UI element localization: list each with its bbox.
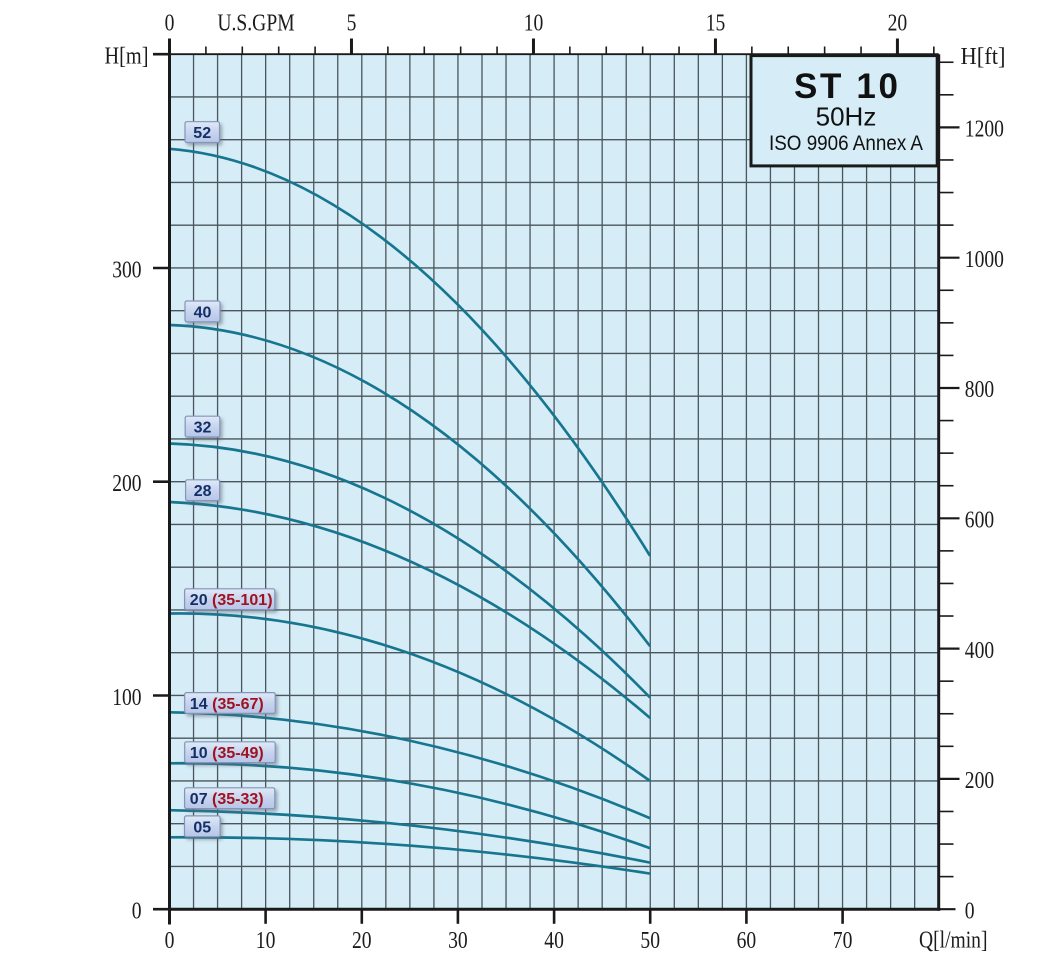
svg-text:ISO 9906 Annex A: ISO 9906 Annex A xyxy=(769,131,924,155)
svg-text:60: 60 xyxy=(737,928,757,954)
svg-text:0: 0 xyxy=(132,899,142,925)
svg-text:1200: 1200 xyxy=(965,117,1004,143)
svg-text:300: 300 xyxy=(112,257,141,283)
svg-text:32: 32 xyxy=(194,420,212,437)
svg-text:H[m]: H[m] xyxy=(105,44,149,70)
svg-text:600: 600 xyxy=(965,508,994,534)
svg-text:20: 20 xyxy=(888,11,908,37)
svg-text:ST 10: ST 10 xyxy=(794,67,898,106)
svg-text:100: 100 xyxy=(112,685,141,711)
svg-text:40: 40 xyxy=(544,928,564,954)
svg-text:200: 200 xyxy=(965,768,994,794)
svg-text:0: 0 xyxy=(165,11,175,37)
svg-text:20: 20 xyxy=(352,928,372,954)
svg-text:200: 200 xyxy=(112,471,141,497)
svg-text:5: 5 xyxy=(347,11,357,37)
svg-text:14 (35-67): 14 (35-67) xyxy=(190,696,264,713)
svg-text:20 (35-101): 20 (35-101) xyxy=(190,592,273,609)
svg-text:70: 70 xyxy=(833,928,853,954)
svg-text:H[ft]: H[ft] xyxy=(961,44,1006,70)
svg-text:50Hz: 50Hz xyxy=(816,102,877,132)
svg-text:U.S.GPM: U.S.GPM xyxy=(217,11,294,37)
svg-text:Q[l/min]: Q[l/min] xyxy=(919,928,988,954)
svg-text:30: 30 xyxy=(448,928,468,954)
svg-text:52: 52 xyxy=(193,125,211,142)
svg-text:800: 800 xyxy=(965,377,994,403)
svg-text:400: 400 xyxy=(965,638,994,664)
svg-text:10: 10 xyxy=(256,928,276,954)
svg-text:07 (35-33): 07 (35-33) xyxy=(190,791,264,808)
svg-text:50: 50 xyxy=(640,928,660,954)
svg-text:0: 0 xyxy=(965,898,975,924)
svg-text:0: 0 xyxy=(165,928,175,954)
svg-text:1000: 1000 xyxy=(965,247,1004,273)
svg-text:05: 05 xyxy=(193,819,211,836)
svg-text:10 (35-49): 10 (35-49) xyxy=(190,745,264,762)
svg-text:28: 28 xyxy=(194,483,212,500)
svg-text:15: 15 xyxy=(706,11,726,37)
svg-text:10: 10 xyxy=(524,11,544,37)
svg-text:40: 40 xyxy=(194,304,212,321)
